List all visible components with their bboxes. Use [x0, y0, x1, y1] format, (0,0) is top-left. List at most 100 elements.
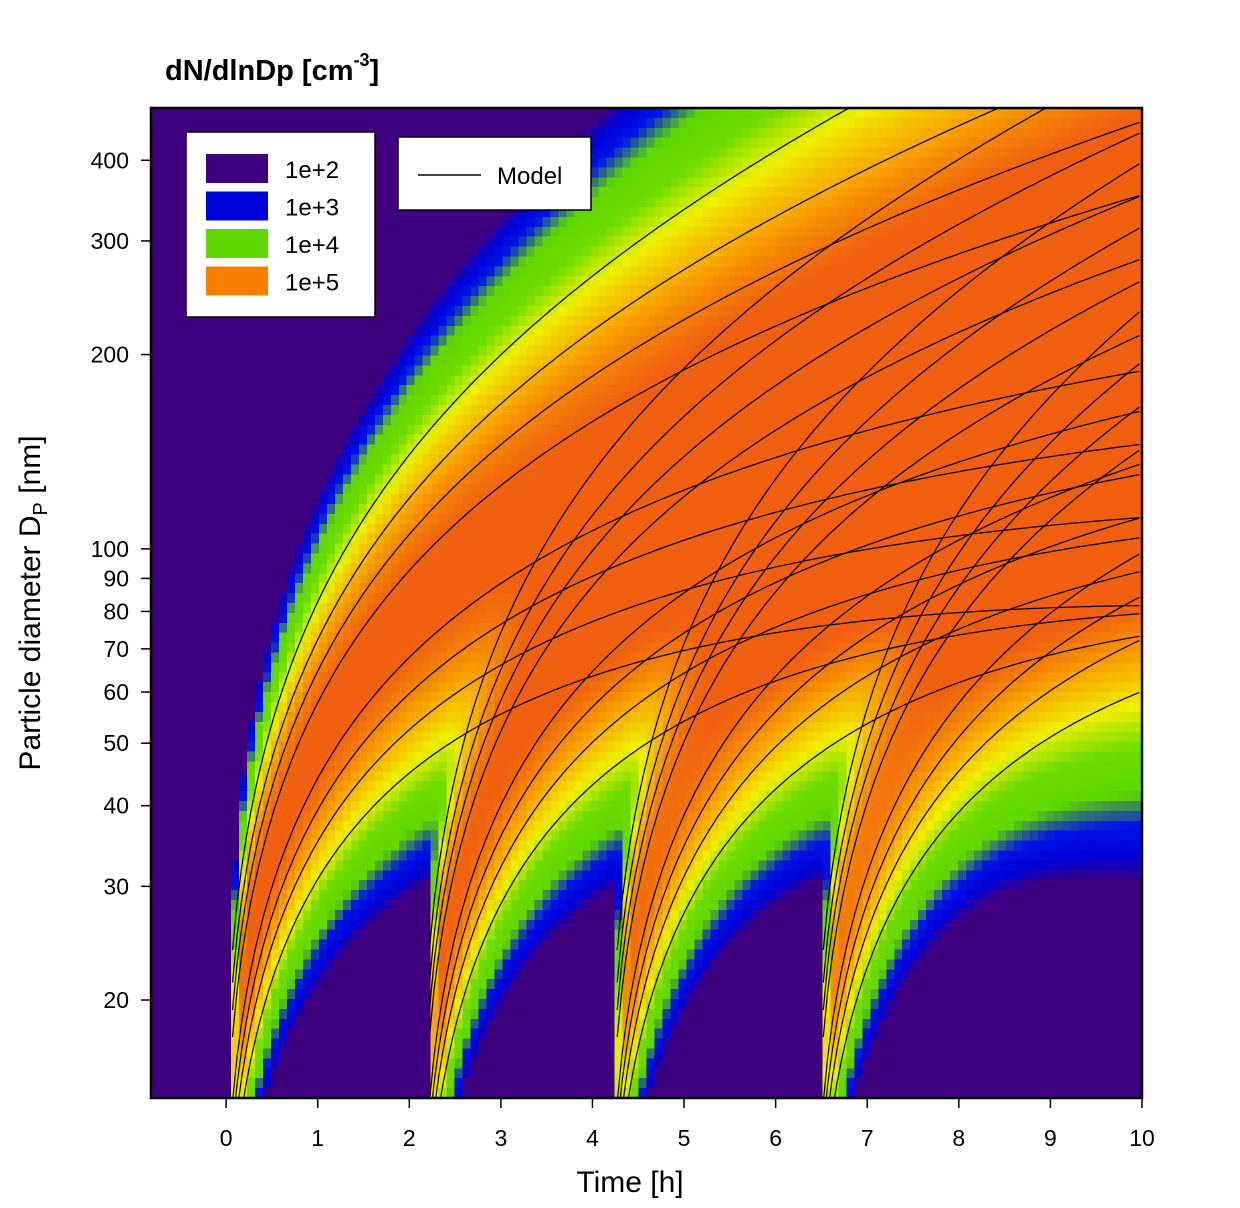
heatmap-cell	[238, 781, 248, 792]
heatmap-cell	[334, 385, 344, 396]
heatmap-cell	[366, 335, 376, 347]
heatmap-cell	[222, 692, 232, 703]
heatmap-cell	[342, 494, 352, 505]
heatmap-cell	[438, 355, 448, 366]
heatmap-cell	[406, 345, 416, 357]
heatmap-cell	[159, 939, 168, 951]
heatmap-cell	[262, 672, 272, 683]
heatmap-cell	[510, 731, 520, 743]
heatmap-cell	[286, 117, 296, 129]
heatmap-cell	[406, 1078, 416, 1089]
heatmap-cell	[502, 454, 512, 465]
heatmap-cell	[366, 959, 376, 970]
heatmap-cell	[214, 385, 224, 396]
heatmap-cell	[230, 513, 240, 525]
heatmap-cell	[262, 850, 272, 861]
heatmap-cell	[238, 731, 248, 743]
heatmap-cell	[406, 573, 416, 584]
heatmap-cell	[390, 880, 400, 891]
heatmap-cell	[422, 979, 432, 990]
heatmap-cell	[214, 840, 224, 852]
heatmap-cell	[222, 969, 232, 980]
heatmap-cell	[518, 909, 528, 921]
heatmap-cell	[390, 127, 400, 139]
heatmap-cell	[270, 1008, 280, 1020]
heatmap-cell	[151, 761, 160, 772]
heatmap-cell	[214, 454, 224, 465]
heatmap-cell	[302, 702, 312, 713]
heatmap-cell	[342, 365, 352, 376]
heatmap-cell	[294, 692, 304, 703]
heatmap-cell	[286, 553, 296, 564]
heatmap-cell	[350, 771, 360, 782]
heatmap-cell	[262, 454, 272, 465]
heatmap-cell	[230, 533, 240, 545]
heatmap-cell	[366, 603, 376, 614]
heatmap-cell	[534, 424, 544, 436]
heatmap-cell	[470, 1038, 480, 1050]
heatmap-cell	[366, 652, 376, 663]
heatmap-cell	[318, 682, 328, 693]
heatmap-cell	[342, 741, 352, 753]
heatmap-cell	[430, 286, 440, 297]
heatmap-cell	[175, 405, 184, 416]
heatmap-cell	[462, 325, 472, 337]
heatmap-cell	[374, 979, 384, 990]
heatmap-cell	[438, 513, 448, 525]
heatmap-cell	[254, 682, 264, 693]
heatmap-cell	[175, 652, 184, 663]
heatmap-cell	[470, 820, 480, 832]
heatmap-cell	[502, 405, 512, 416]
heatmap-cell	[350, 662, 360, 673]
heatmap-cell	[318, 900, 328, 911]
heatmap-cell	[406, 771, 416, 782]
heatmap-cell	[278, 375, 288, 386]
heatmap-cell	[454, 711, 464, 723]
heatmap-cell	[238, 593, 248, 604]
heatmap-cell	[175, 662, 184, 673]
heatmap-cell	[494, 345, 504, 357]
heatmap-cell	[422, 1068, 432, 1079]
heatmap-cell	[334, 108, 344, 119]
heatmap-cell	[318, 1038, 328, 1050]
heatmap-cell	[151, 177, 160, 188]
heatmap-cell	[510, 909, 520, 921]
heatmap-cell	[534, 781, 544, 792]
heatmap-cell	[254, 484, 264, 495]
heatmap-cell	[278, 642, 288, 654]
heatmap-cell	[470, 969, 480, 980]
heatmap-cell	[350, 464, 360, 475]
heatmap-cell	[214, 1058, 224, 1069]
heatmap-cell	[462, 1078, 472, 1089]
heatmap-cell	[430, 1088, 440, 1098]
heatmap-cell	[286, 870, 296, 881]
heatmap-cell	[502, 801, 512, 812]
heatmap-cell	[366, 761, 376, 772]
heatmap-cell	[175, 395, 184, 406]
heatmap-cell	[398, 652, 408, 663]
heatmap-cell	[206, 771, 216, 782]
heatmap-cell	[454, 474, 464, 485]
heatmap-cell	[350, 1058, 360, 1069]
heatmap-cell	[406, 919, 416, 931]
heatmap-cell	[151, 117, 160, 129]
heatmap-cell	[334, 603, 344, 614]
heatmap-cell	[222, 603, 232, 614]
heatmap-cell	[374, 969, 384, 980]
heatmap-cell	[414, 563, 424, 574]
heatmap-cell	[422, 1048, 432, 1059]
heatmap-cell	[326, 593, 336, 604]
heatmap-cell	[518, 315, 528, 327]
heatmap-cell	[191, 1078, 200, 1089]
heatmap-cell	[222, 335, 232, 347]
heatmap-cell	[206, 444, 216, 456]
heatmap-cell	[382, 553, 392, 564]
heatmap-cell	[374, 1018, 384, 1030]
heatmap-cell	[326, 870, 336, 881]
heatmap-cell	[206, 751, 216, 762]
heatmap-cell	[151, 345, 160, 357]
heatmap-cell	[350, 454, 360, 465]
heatmap-cell	[159, 296, 168, 307]
heatmap-cell	[222, 771, 232, 782]
heatmap-cell	[414, 108, 424, 119]
